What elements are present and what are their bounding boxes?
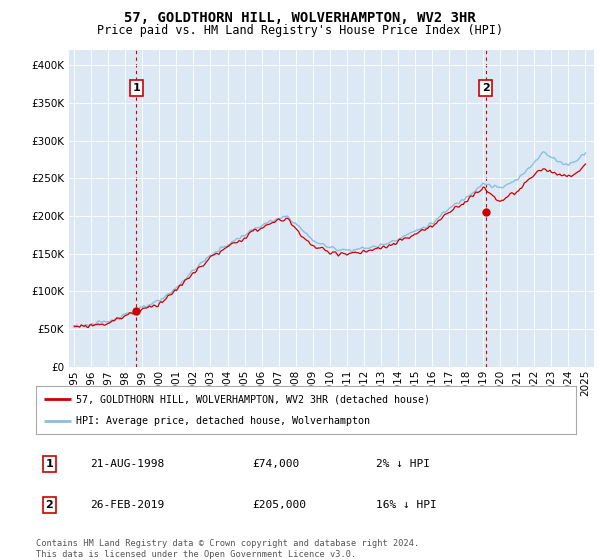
Text: 1: 1 (46, 459, 53, 469)
Text: 16% ↓ HPI: 16% ↓ HPI (376, 500, 437, 510)
Text: 21-AUG-1998: 21-AUG-1998 (90, 459, 164, 469)
Text: 57, GOLDTHORN HILL, WOLVERHAMPTON, WV2 3HR: 57, GOLDTHORN HILL, WOLVERHAMPTON, WV2 3… (124, 11, 476, 25)
Text: 26-FEB-2019: 26-FEB-2019 (90, 500, 164, 510)
Text: 2: 2 (482, 83, 490, 93)
Text: 1: 1 (133, 83, 140, 93)
Text: HPI: Average price, detached house, Wolverhampton: HPI: Average price, detached house, Wolv… (77, 416, 371, 426)
Text: £74,000: £74,000 (252, 459, 299, 469)
Text: 2% ↓ HPI: 2% ↓ HPI (376, 459, 430, 469)
Text: Contains HM Land Registry data © Crown copyright and database right 2024.
This d: Contains HM Land Registry data © Crown c… (36, 539, 419, 559)
Text: 2: 2 (46, 500, 53, 510)
Text: £205,000: £205,000 (252, 500, 306, 510)
Text: 57, GOLDTHORN HILL, WOLVERHAMPTON, WV2 3HR (detached house): 57, GOLDTHORN HILL, WOLVERHAMPTON, WV2 3… (77, 394, 431, 404)
Text: Price paid vs. HM Land Registry's House Price Index (HPI): Price paid vs. HM Land Registry's House … (97, 24, 503, 36)
